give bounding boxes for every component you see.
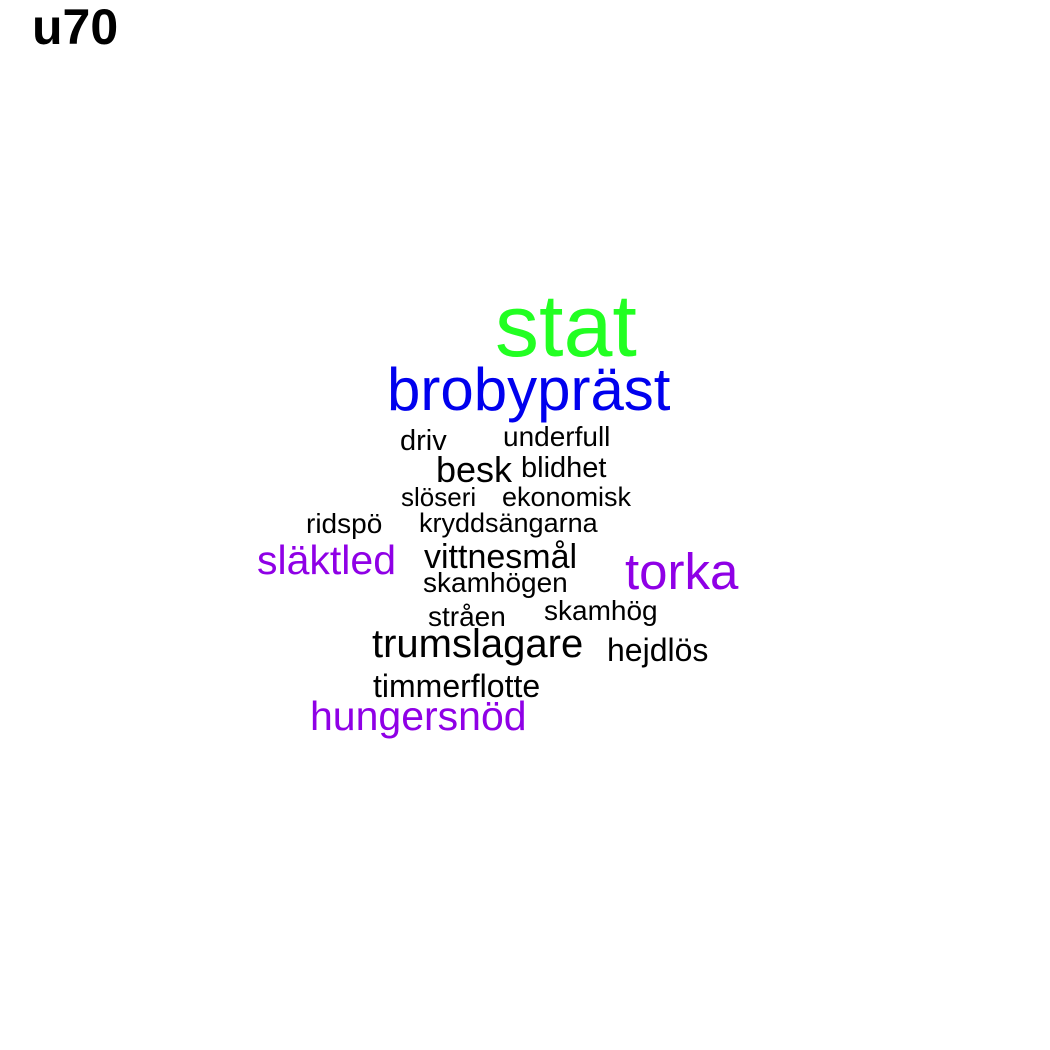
word-9: ridspö	[306, 508, 383, 539]
word-14: skamhögen	[423, 567, 568, 598]
word-17: trumslagare	[372, 622, 584, 666]
word-3: driv	[400, 425, 447, 457]
word-20: hungersnöd	[310, 693, 527, 739]
word-11: släktled	[257, 537, 397, 583]
word-4: underfull	[503, 421, 611, 452]
word-5: besk	[436, 449, 513, 490]
word-2: brobypräst	[387, 356, 671, 423]
word-15: stråen	[428, 601, 506, 632]
word-19: timmerflotte	[373, 668, 541, 704]
word-13: torka	[625, 543, 739, 600]
word-10: kryddsängarna	[419, 508, 598, 538]
word-18: hejdlös	[607, 632, 709, 668]
word-6: blidhet	[521, 452, 607, 484]
word-8: ekonomisk	[502, 482, 632, 512]
plot-title: u70	[32, 0, 119, 55]
word-12: vittnesmål	[424, 538, 578, 576]
word-1: stat	[495, 276, 637, 375]
word-16: skamhög	[544, 595, 658, 626]
word-7: slöseri	[401, 482, 477, 512]
